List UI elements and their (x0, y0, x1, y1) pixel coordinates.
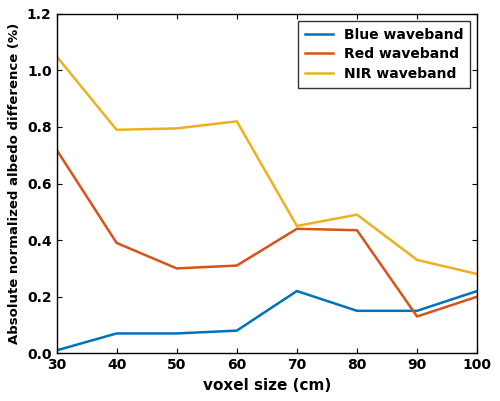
X-axis label: voxel size (cm): voxel size (cm) (202, 378, 331, 393)
Red waveband (354, 228, 360, 233)
Red waveband (294, 227, 300, 231)
Line: Red waveband: Red waveband (56, 150, 477, 316)
Line: Blue waveband: Blue waveband (56, 291, 477, 350)
NIR waveband (474, 271, 480, 276)
NIR waveband (114, 128, 119, 132)
Legend: Blue waveband, Red waveband, NIR waveband: Blue waveband, Red waveband, NIR waveban… (298, 21, 470, 88)
Red waveband (414, 314, 420, 319)
NIR waveband (414, 257, 420, 262)
Blue waveband (114, 331, 119, 336)
NIR waveband (294, 224, 300, 229)
NIR waveband (354, 212, 360, 217)
Red waveband (114, 241, 119, 245)
Red waveband (234, 263, 240, 268)
Y-axis label: Absolute normalized albedo difference (%): Absolute normalized albedo difference (%… (8, 23, 22, 344)
Blue waveband (54, 348, 60, 353)
Red waveband (474, 294, 480, 299)
Red waveband (54, 147, 60, 152)
Line: NIR waveband: NIR waveband (56, 56, 477, 274)
NIR waveband (234, 119, 240, 124)
Blue waveband (294, 289, 300, 294)
Blue waveband (354, 308, 360, 313)
NIR waveband (174, 126, 180, 131)
Blue waveband (174, 331, 180, 336)
Red waveband (174, 266, 180, 271)
Blue waveband (474, 289, 480, 294)
Blue waveband (414, 308, 420, 313)
Blue waveband (234, 328, 240, 333)
NIR waveband (54, 54, 60, 59)
